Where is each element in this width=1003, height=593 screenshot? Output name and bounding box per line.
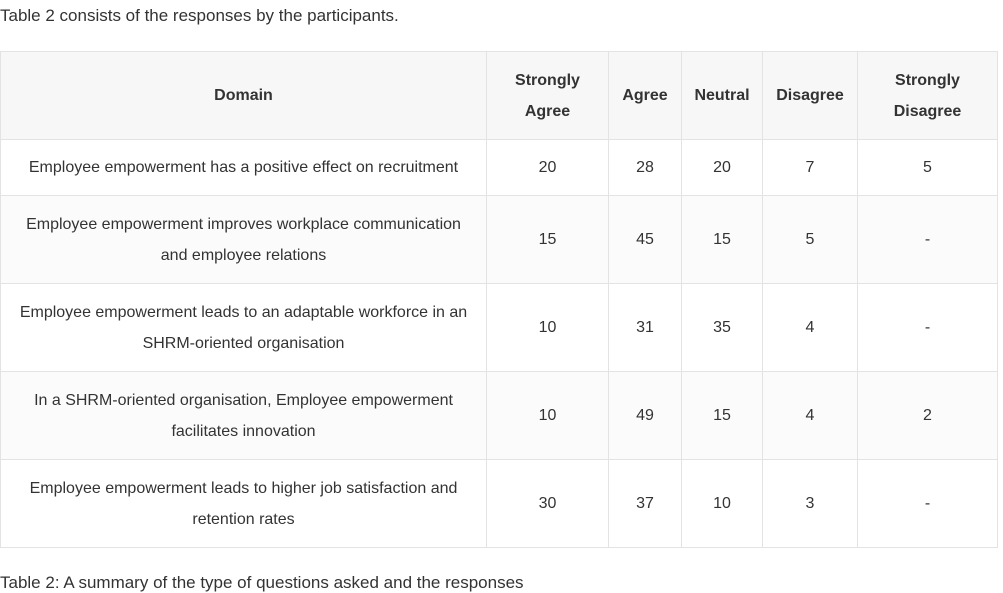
count-cell: 20: [486, 139, 609, 196]
count-cell: 15: [681, 195, 763, 284]
count-cell: 7: [762, 139, 858, 196]
intro-text: Table 2 consists of the responses by the…: [0, 6, 399, 25]
table-caption: Table 2: A summary of the type of questi…: [0, 573, 524, 592]
count-cell: 10: [486, 283, 609, 372]
header-row: Domain Strongly Agree Agree Neutral Disagree…: [0, 51, 998, 140]
count-cell: 4: [762, 283, 858, 372]
count-cell: 28: [608, 139, 682, 196]
count-cell: 3: [762, 459, 858, 548]
count-cell: 10: [486, 371, 609, 460]
count-cell: 15: [681, 371, 763, 460]
count-cell: 5: [857, 139, 998, 196]
count-cell: 30: [486, 459, 609, 548]
column-header: Neutral: [681, 51, 763, 140]
count-cell: 35: [681, 283, 763, 372]
column-header: Disagree: [762, 51, 858, 140]
count-cell: -: [857, 283, 998, 372]
count-cell: 49: [608, 371, 682, 460]
domain-cell: Employee empowerment improves workplace …: [0, 195, 487, 284]
count-cell: 45: [608, 195, 682, 284]
count-cell: 20: [681, 139, 763, 196]
responses-table: Domain Strongly Agree Agree Neutral Disagree…: [0, 51, 998, 548]
table-body: Employee empowerment has a positive effe…: [0, 139, 998, 548]
table-row: Employee empowerment leads to an adaptab…: [0, 283, 998, 372]
column-header: Agree: [608, 51, 682, 140]
domain-cell: In a SHRM-oriented organisation, Employe…: [0, 371, 487, 460]
table-row: Employee empowerment improves workplace …: [0, 195, 998, 284]
count-cell: 15: [486, 195, 609, 284]
column-header: Domain: [0, 51, 487, 140]
count-cell: 31: [608, 283, 682, 372]
table-row: Employee empowerment leads to higher job…: [0, 459, 998, 548]
column-header: Strongly Agree: [486, 51, 609, 140]
count-cell: -: [857, 195, 998, 284]
count-cell: -: [857, 459, 998, 548]
count-cell: 4: [762, 371, 858, 460]
count-cell: 5: [762, 195, 858, 284]
count-cell: 37: [608, 459, 682, 548]
domain-cell: Employee empowerment leads to higher job…: [0, 459, 487, 548]
table-row: In a SHRM-oriented organisation, Employe…: [0, 371, 998, 460]
count-cell: 10: [681, 459, 763, 548]
count-cell: 2: [857, 371, 998, 460]
domain-cell: Employee empowerment leads to an adaptab…: [0, 283, 487, 372]
column-header: Strongly Disagree: [857, 51, 998, 140]
domain-cell: Employee empowerment has a positive effe…: [0, 139, 487, 196]
table-row: Employee empowerment has a positive effe…: [0, 139, 998, 196]
